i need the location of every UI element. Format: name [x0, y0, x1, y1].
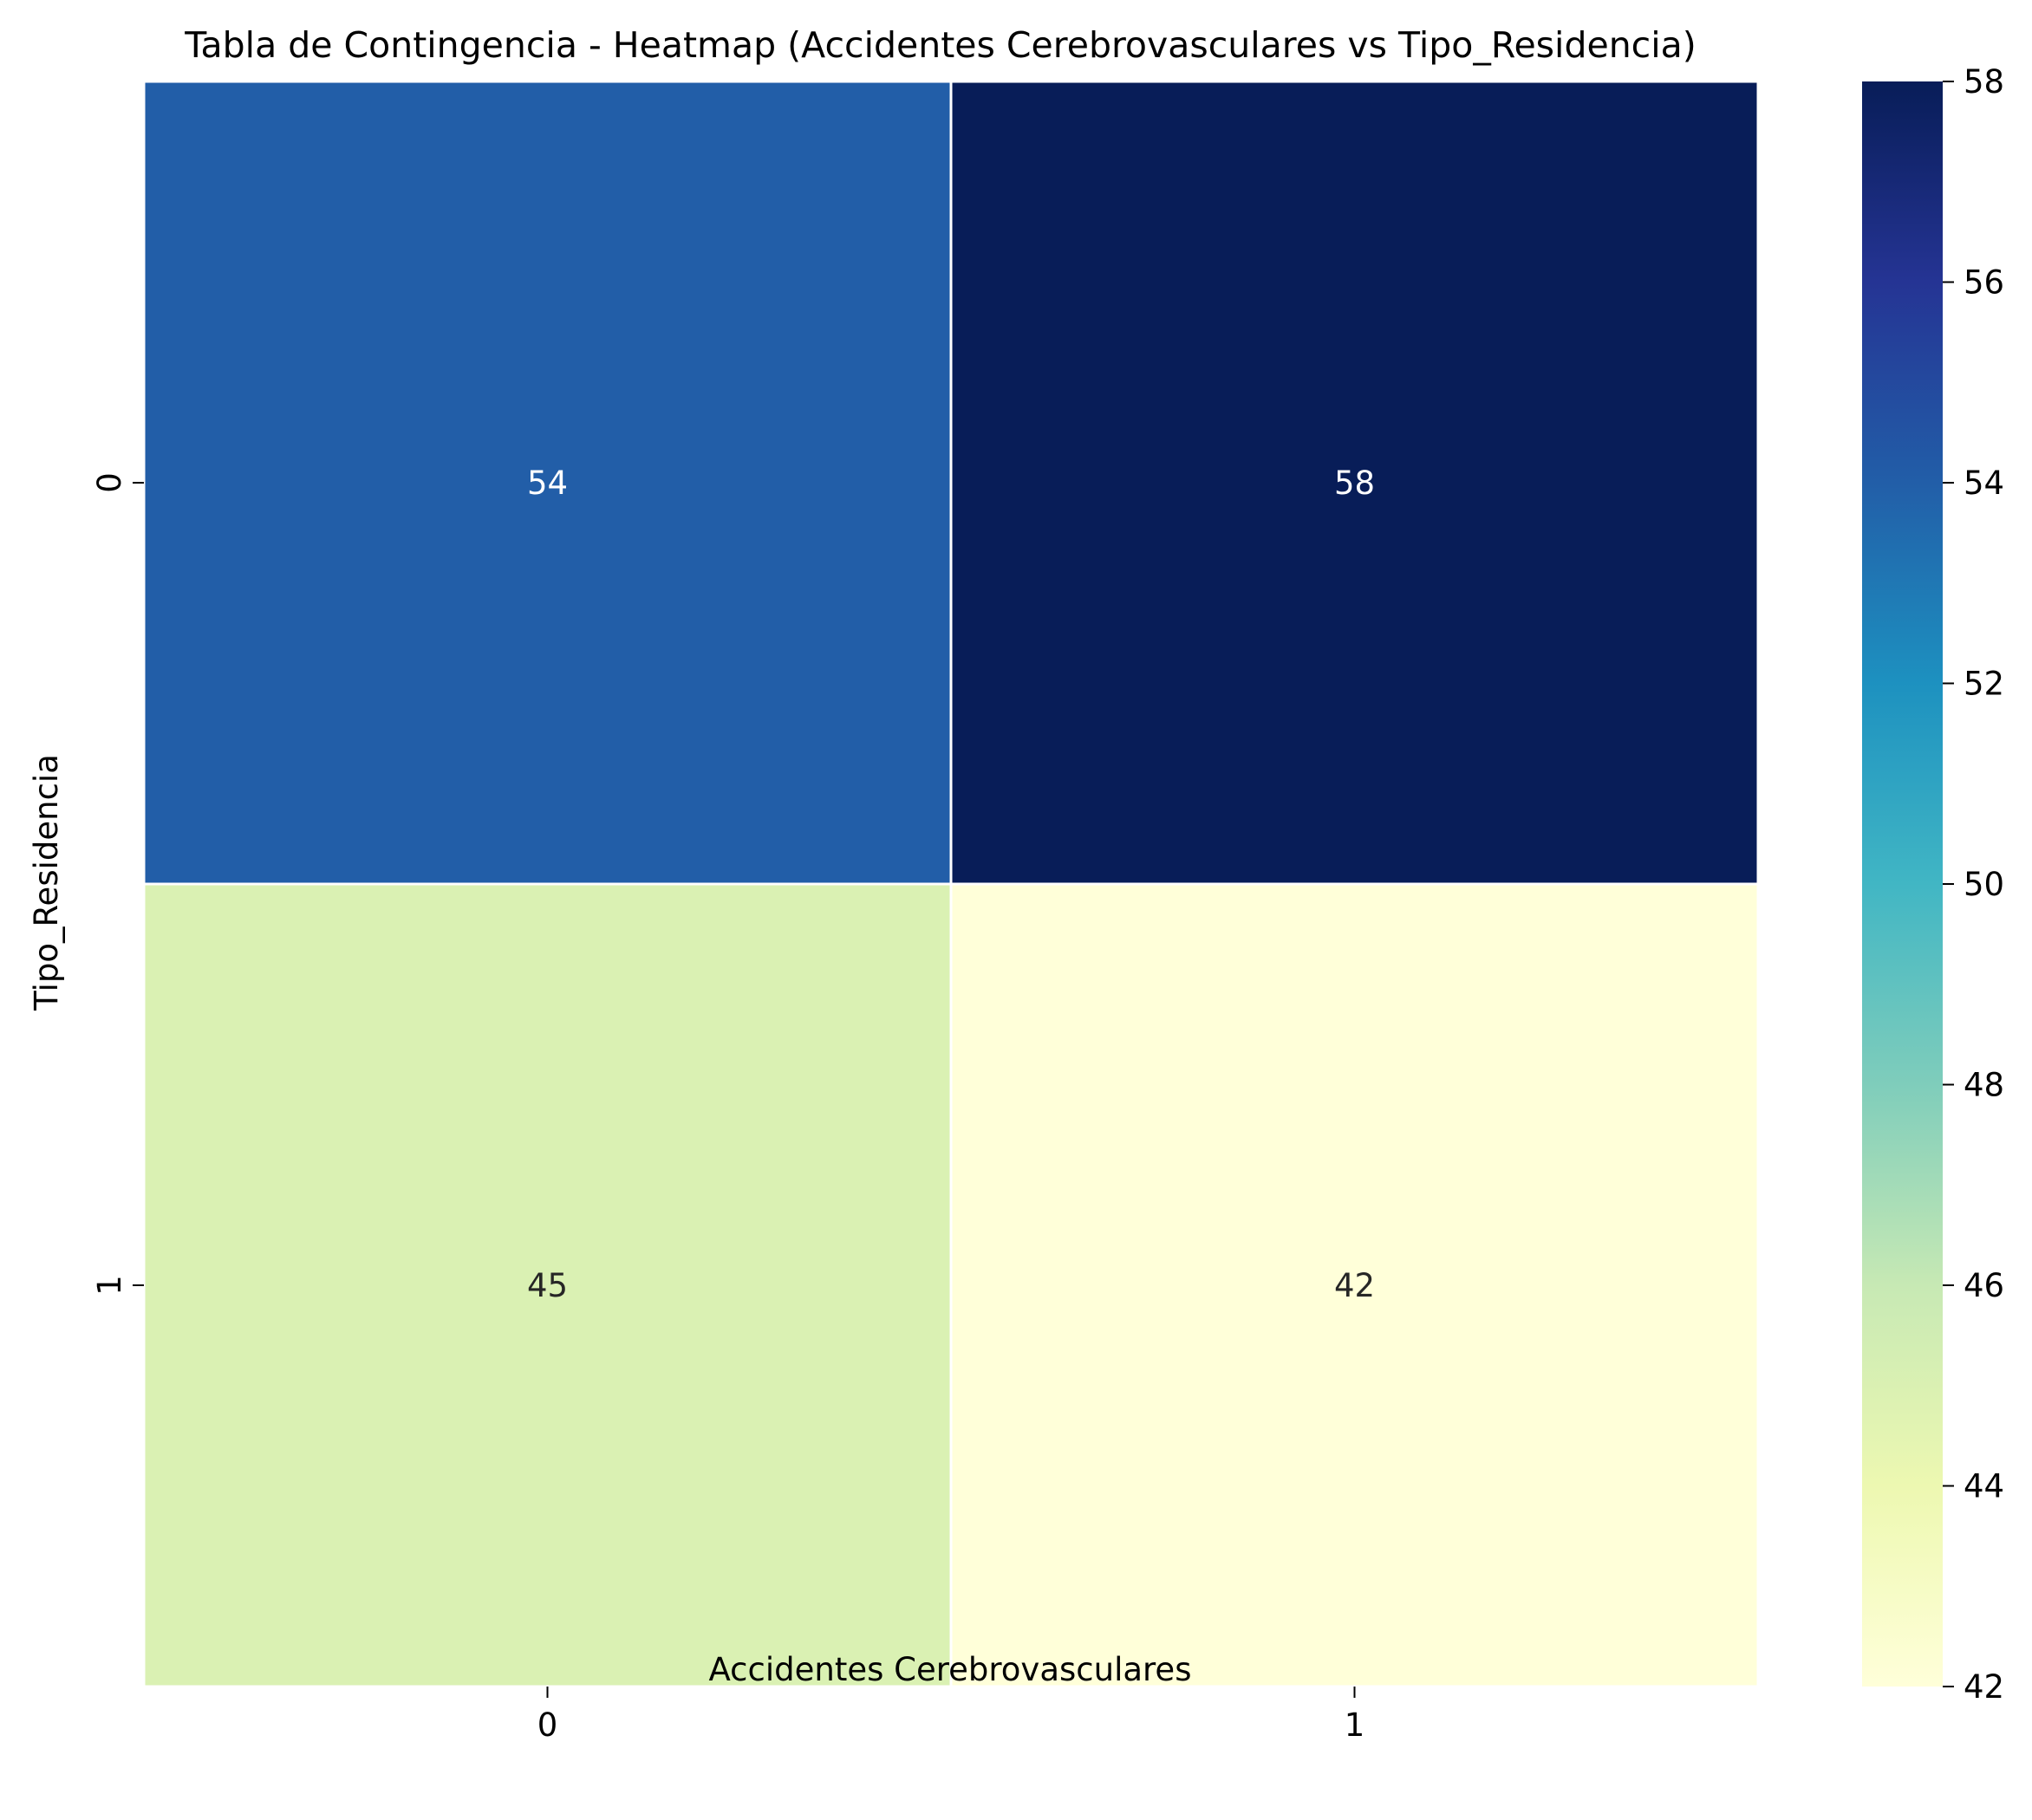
colorbar-tick-label: 46	[1964, 1267, 2004, 1304]
colorbar-tick-label: 58	[1964, 63, 2004, 101]
colorbar-tick-label: 54	[1964, 465, 2004, 502]
cell-value-label: 54	[527, 465, 568, 502]
x-axis-label: Accidentes Cerebrovasculares	[709, 1651, 1192, 1688]
cell-value-label: 58	[1334, 465, 1375, 502]
colorbar-tick-label: 44	[1964, 1468, 2004, 1505]
colorbar-tick-label: 50	[1964, 866, 2004, 903]
x-tick-label: 0	[537, 1706, 558, 1744]
y-tick-label: 0	[91, 472, 128, 493]
x-tick-label: 1	[1345, 1706, 1365, 1744]
heatmap-cell	[949, 882, 1760, 1688]
cell-value-label: 45	[527, 1267, 568, 1304]
y-axis-label: Tipo_Residencia	[28, 754, 65, 1011]
colorbar-tick-label: 52	[1964, 666, 2004, 703]
chart-title: Tabla de Contingencia - Heatmap (Acciden…	[184, 24, 1696, 66]
heatmap-cell	[142, 80, 953, 886]
y-tick-label: 1	[91, 1275, 128, 1296]
cell-labels: 54 58 45 42	[527, 465, 1375, 1304]
y-axis-ticks: 01	[91, 472, 144, 1296]
colorbar-ticks: 42 44 46 48 50 52 54 56 58	[1943, 63, 2004, 1706]
colorbar	[1862, 81, 1943, 1687]
colorbar-tick-label: 42	[1964, 1668, 2004, 1706]
cell-value-label: 42	[1334, 1267, 1375, 1304]
heatmap-cells	[142, 80, 1760, 1688]
heatmap-cell	[949, 80, 1760, 886]
heatmap-cell	[142, 882, 953, 1688]
colorbar-tick-label: 56	[1964, 264, 2004, 302]
colorbar-tick-label: 48	[1964, 1067, 2004, 1104]
